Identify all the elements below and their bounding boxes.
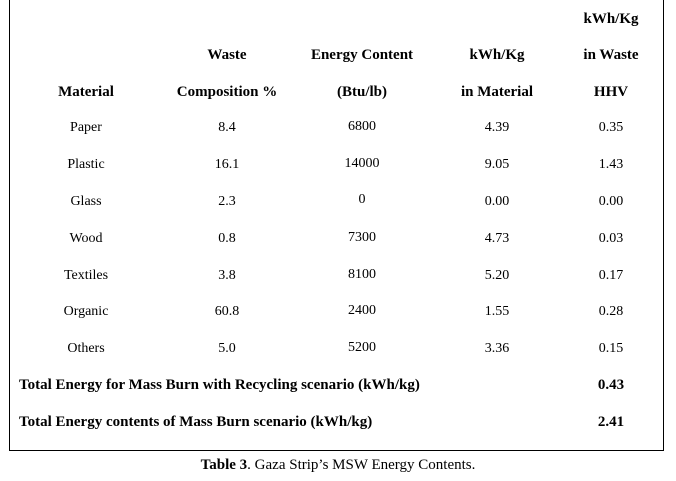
cell-composition: 16.1 [214,157,240,172]
cell-material: Wood [69,231,103,246]
cell-material: Organic [63,304,109,319]
cell-energy: 7300 [348,230,376,245]
total-recycling-label: Total Energy for Mass Burn with Recyclin… [19,377,420,393]
header-kwh-waste-line3: HHV [593,84,629,100]
cell-kwh-waste: 0.15 [598,341,624,356]
header-composition-line2: Composition % [176,84,278,100]
header-kwh-material-line2: in Material [460,84,534,100]
cell-energy: 8100 [348,267,376,282]
cell-composition: 0.8 [218,231,236,246]
cell-kwh-material: 5.20 [484,268,510,283]
cell-kwh-material: 4.73 [484,231,510,246]
header-kwh-waste-line2: in Waste [583,47,639,63]
cell-kwh-waste: 1.43 [598,157,624,172]
cell-material: Plastic [67,157,105,172]
cell-composition: 5.0 [218,341,236,356]
cell-energy: 6800 [348,119,376,134]
table-frame [9,0,664,451]
cell-composition: 2.3 [218,194,236,209]
cell-kwh-waste: 0.17 [598,268,624,283]
cell-kwh-material: 4.39 [484,120,510,135]
total-recycling-value: 0.43 [597,377,625,393]
caption-label: Table 3 [200,457,248,473]
cell-kwh-material: 0.00 [484,194,510,209]
total-mass-burn-label: Total Energy contents of Mass Burn scena… [19,414,373,430]
cell-composition: 3.8 [218,268,236,283]
caption-text: . Gaza Strip’s MSW Energy Contents. [247,457,476,473]
cell-composition: 60.8 [214,304,240,319]
cell-material: Textiles [63,268,109,283]
header-energy-line2: (Btu/lb) [336,84,387,100]
header-material: Material [58,84,114,100]
cell-material: Glass [70,194,102,209]
header-composition-line1: Waste [207,47,247,63]
cell-energy: 5200 [348,340,376,355]
cell-energy: 0 [358,192,366,207]
cell-energy: 14000 [344,156,380,171]
cell-kwh-waste: 0.03 [598,231,624,246]
header-energy-line1: Energy Content [310,47,414,63]
header-kwh-material-line1: kWh/Kg [469,47,525,63]
cell-kwh-material: 3.36 [484,341,510,356]
cell-material: Paper [70,120,102,135]
cell-kwh-waste: 0.28 [598,304,624,319]
cell-composition: 8.4 [218,120,236,135]
header-kwh-waste-line1: kWh/Kg [583,11,639,27]
total-mass-burn-value: 2.41 [597,414,625,430]
cell-kwh-waste: 0.35 [598,120,624,135]
cell-kwh-material: 9.05 [484,157,510,172]
cell-energy: 2400 [348,303,376,318]
cell-kwh-waste: 0.00 [598,194,624,209]
cell-kwh-material: 1.55 [484,304,510,319]
table-caption: Table 3. Gaza Strip’s MSW Energy Content… [0,457,676,474]
cell-material: Others [67,341,105,356]
